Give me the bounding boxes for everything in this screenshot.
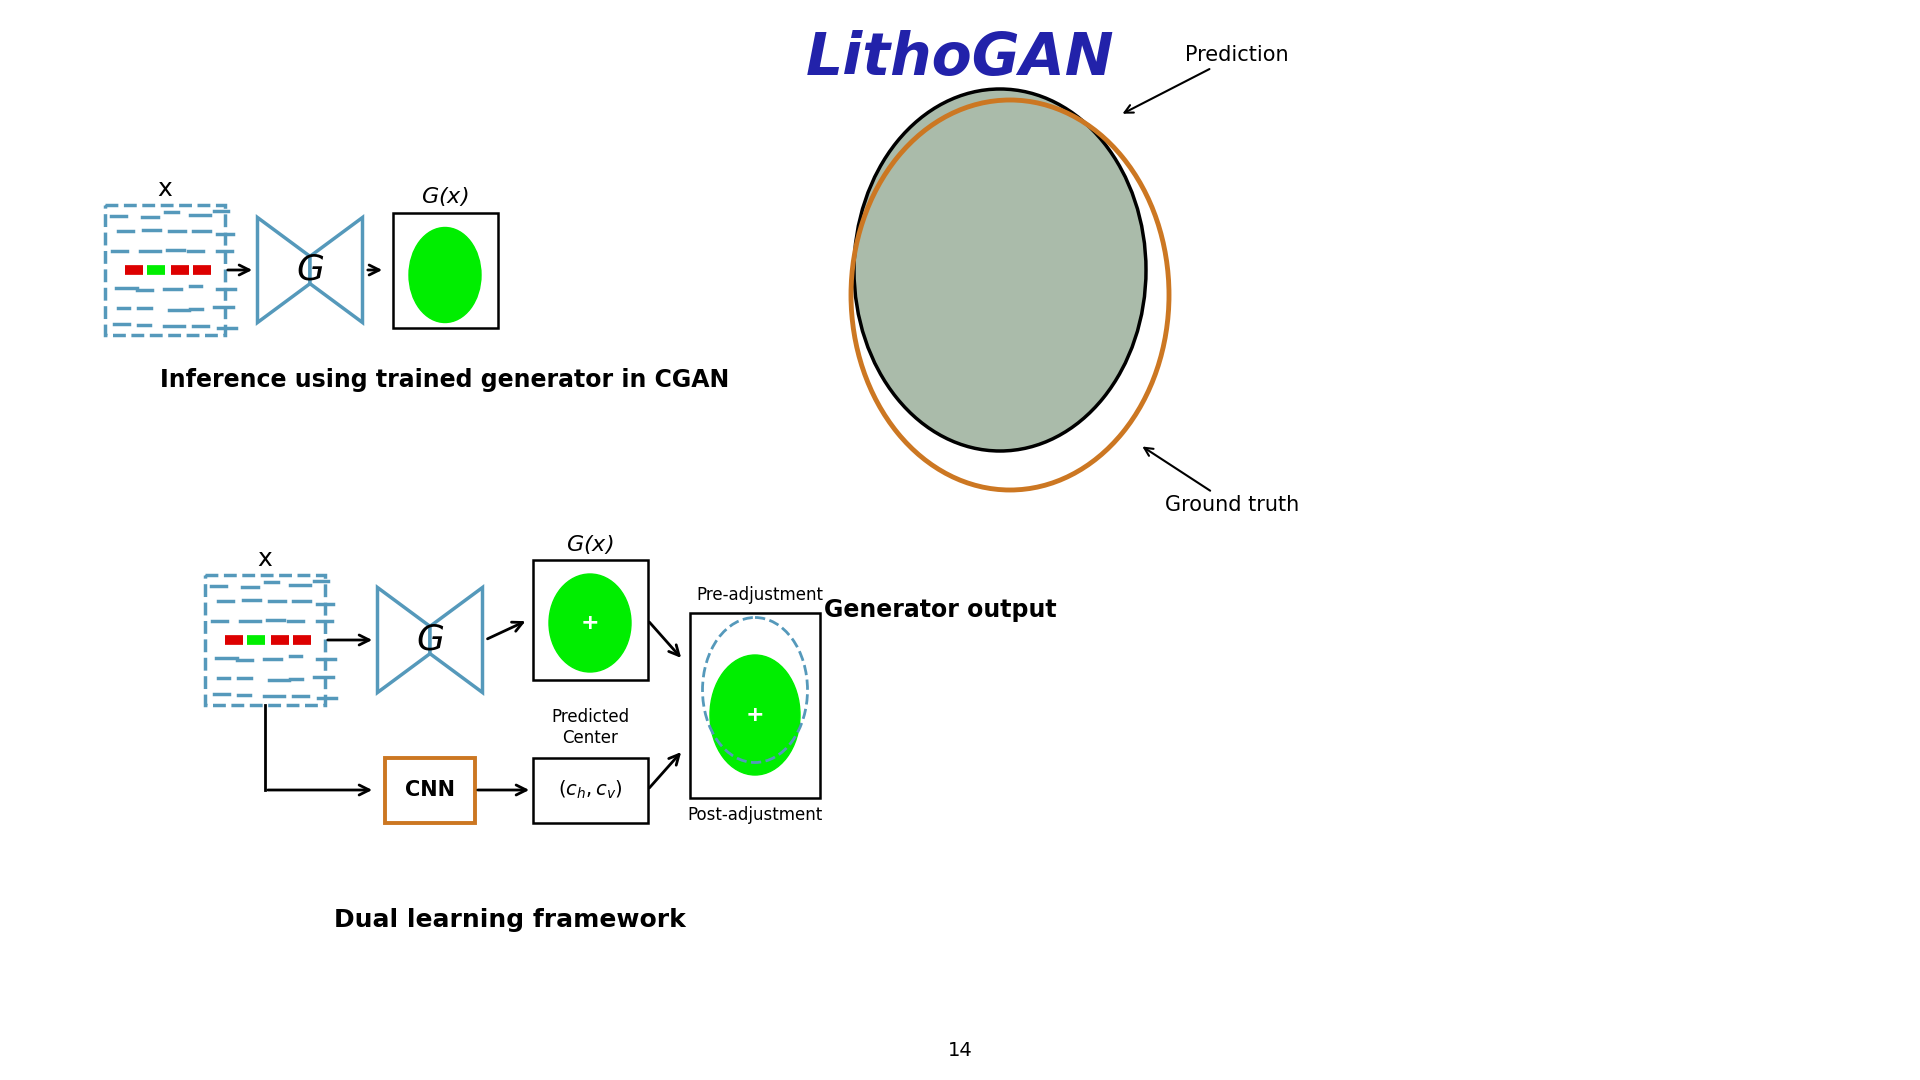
- Text: +: +: [580, 613, 599, 633]
- Polygon shape: [257, 217, 309, 323]
- Text: x: x: [257, 546, 273, 571]
- Bar: [532, 757, 647, 823]
- Ellipse shape: [549, 573, 632, 672]
- Text: 14: 14: [948, 1040, 972, 1059]
- Text: Predicted
Center: Predicted Center: [551, 708, 630, 747]
- Text: LithoGAN: LithoGAN: [806, 29, 1114, 86]
- Ellipse shape: [854, 90, 1144, 450]
- Ellipse shape: [710, 654, 801, 775]
- Text: $G$: $G$: [417, 623, 444, 657]
- Text: Post-adjustment: Post-adjustment: [687, 807, 822, 824]
- Polygon shape: [430, 588, 482, 692]
- Text: Prediction: Prediction: [1125, 45, 1288, 112]
- Bar: [392, 213, 497, 327]
- Text: $G$: $G$: [296, 253, 324, 287]
- Text: Generator output: Generator output: [824, 598, 1056, 622]
- Bar: [689, 612, 820, 797]
- Polygon shape: [378, 588, 430, 692]
- Bar: [205, 575, 324, 705]
- Bar: [106, 205, 225, 335]
- Bar: [386, 757, 474, 823]
- Polygon shape: [309, 217, 363, 323]
- Text: Dual learning framework: Dual learning framework: [334, 908, 685, 932]
- Text: Ground truth: Ground truth: [1144, 448, 1300, 515]
- Ellipse shape: [409, 228, 482, 323]
- Text: $G$(x): $G$(x): [420, 185, 468, 208]
- Text: x: x: [157, 177, 173, 201]
- Text: Pre-adjustment: Pre-adjustment: [697, 585, 824, 604]
- Text: +: +: [745, 705, 764, 725]
- Bar: [532, 561, 647, 680]
- Text: CNN: CNN: [405, 780, 455, 800]
- Text: $(c_h, c_v)$: $(c_h, c_v)$: [557, 779, 622, 801]
- Text: Inference using trained generator in CGAN: Inference using trained generator in CGA…: [159, 368, 730, 392]
- Text: $G$(x): $G$(x): [566, 532, 614, 555]
